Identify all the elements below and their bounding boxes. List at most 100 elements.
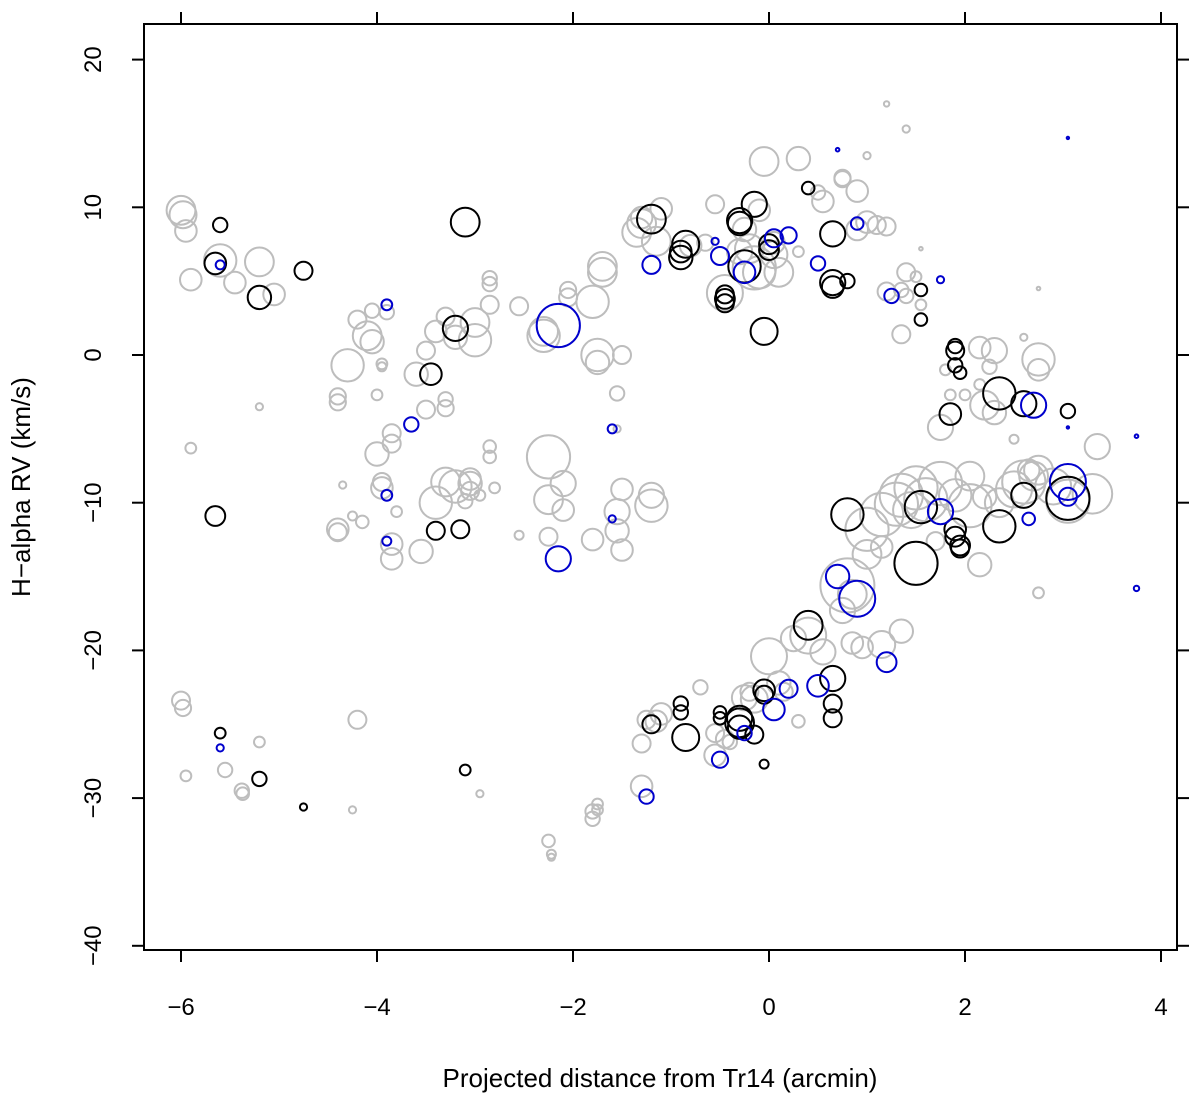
data-point-grey: [748, 146, 780, 177]
data-point-grey: [179, 267, 203, 292]
x-tick-label: 2: [958, 994, 971, 1021]
data-point-grey: [371, 472, 392, 492]
data-point-grey: [223, 270, 247, 295]
x-tick-label: 4: [1154, 994, 1167, 1021]
data-point-grey: [967, 552, 993, 578]
data-point-grey: [640, 225, 672, 257]
data-point-black: [425, 520, 446, 541]
data-point-grey: [541, 833, 556, 849]
data-point-grey: [546, 852, 557, 862]
data-point-grey: [473, 488, 487, 502]
data-point-blue: [1133, 433, 1140, 440]
data-point-black: [819, 220, 847, 248]
data-point-grey: [438, 469, 473, 504]
data-point-grey: [584, 349, 611, 376]
data-point-grey: [1023, 454, 1054, 486]
data-point-grey: [636, 709, 657, 730]
plot-frame: [143, 23, 1178, 951]
data-point-grey: [893, 465, 939, 511]
data-point-grey: [1032, 586, 1045, 600]
data-point-black: [800, 180, 816, 196]
data-point-blue: [638, 788, 655, 805]
data-point-black: [758, 233, 780, 256]
data-point-black: [945, 340, 966, 361]
data-point-grey: [845, 179, 870, 203]
data-point-grey: [481, 270, 498, 287]
x-axis-title: Projected distance from Tr14 (arcmin): [443, 1063, 878, 1093]
data-point-grey: [347, 805, 358, 815]
data-point-grey: [750, 637, 788, 676]
data-point-grey: [914, 298, 928, 312]
data-point-grey: [833, 168, 852, 187]
data-point-black: [714, 284, 735, 305]
x-tick-label: 0: [762, 994, 775, 1021]
data-point-blue: [809, 255, 827, 272]
data-point-black: [1010, 390, 1038, 418]
data-point-blue: [762, 697, 786, 722]
data-point-grey: [173, 698, 193, 718]
data-point-grey: [836, 578, 868, 610]
data-point-grey: [634, 488, 669, 523]
data-point-grey: [457, 493, 474, 510]
data-point-grey: [980, 337, 1009, 365]
data-point-grey: [909, 270, 923, 284]
data-point-blue: [215, 743, 225, 753]
data-point-grey: [791, 714, 806, 729]
data-point-grey: [347, 709, 368, 730]
data-point-black: [1010, 481, 1038, 509]
data-point-grey: [918, 245, 924, 252]
data-point-black: [982, 509, 1017, 544]
data-point-grey: [584, 803, 601, 820]
data-point-grey: [347, 510, 358, 522]
data-point-grey: [610, 477, 634, 502]
data-point-grey: [551, 498, 576, 522]
data-point-grey: [436, 399, 455, 418]
data-point-grey: [526, 318, 561, 353]
data-point-blue: [1065, 425, 1071, 430]
data-point-grey: [938, 478, 973, 513]
data-point-black: [450, 519, 471, 540]
data-point-grey: [549, 469, 577, 498]
y-tick-label: −10: [80, 482, 107, 523]
data-point-grey: [253, 735, 266, 749]
data-point-grey: [559, 280, 578, 300]
data-point-grey: [330, 348, 365, 383]
data-point-black: [298, 802, 309, 812]
data-point-black: [740, 190, 768, 218]
data-point-grey: [379, 547, 404, 571]
data-point-blue: [824, 563, 851, 590]
data-point-grey: [244, 246, 275, 278]
data-point-grey: [612, 345, 632, 365]
data-point-blue: [1132, 584, 1141, 593]
data-point-blue: [849, 216, 865, 231]
data-point-grey: [612, 424, 622, 434]
data-point-grey: [631, 733, 652, 754]
data-point-grey: [457, 323, 493, 358]
data-point-black: [1059, 402, 1077, 420]
data-point-black: [419, 362, 443, 387]
data-point-grey: [809, 184, 827, 201]
data-point-grey: [482, 439, 498, 454]
data-point-grey: [971, 484, 998, 510]
data-point-grey: [254, 402, 264, 412]
data-point-grey: [437, 391, 454, 408]
data-point-blue: [875, 651, 898, 674]
data-point-black: [714, 288, 736, 310]
data-point-grey: [1026, 358, 1051, 382]
series-blue: [214, 135, 1141, 805]
data-point-black: [913, 312, 929, 327]
data-point-blue: [710, 246, 730, 266]
data-point-grey: [381, 433, 402, 454]
data-point-grey: [326, 517, 350, 542]
data-point-blue: [806, 674, 830, 698]
data-point-grey: [327, 522, 348, 543]
data-point-grey: [742, 255, 777, 290]
data-point-grey: [1035, 285, 1042, 292]
data-point-grey: [442, 324, 469, 350]
y-tick-label: −30: [80, 778, 107, 819]
data-point-grey: [528, 316, 559, 347]
data-point-grey: [888, 618, 914, 644]
data-point-black: [671, 229, 701, 259]
data-point-blue: [403, 416, 420, 433]
